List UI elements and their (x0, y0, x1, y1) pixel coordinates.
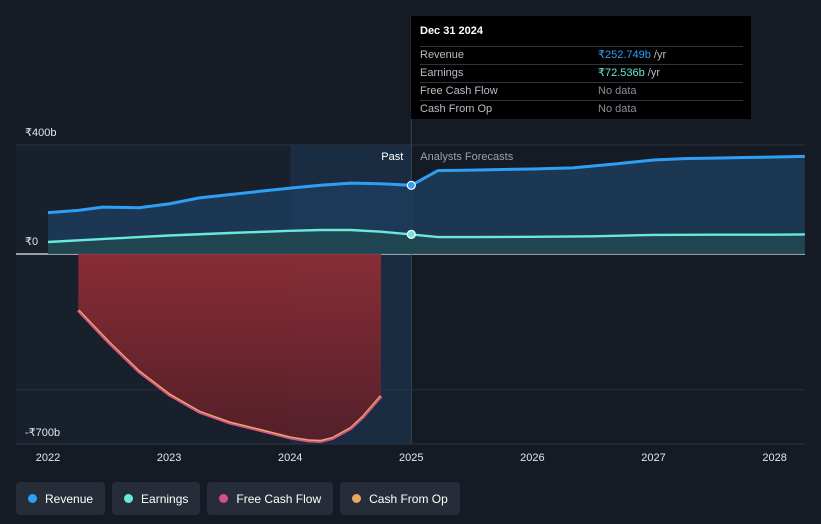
legend-label: Revenue (45, 491, 94, 506)
tooltip: Dec 31 2024 Revenue ₹252.749b /yr Earnin… (411, 16, 751, 119)
y-tick-label: ₹400b (25, 127, 56, 139)
tooltip-label: Cash From Op (420, 103, 493, 115)
free-cash-flow-line (77, 310, 382, 443)
legend-item-revenue[interactable]: Revenue (16, 482, 106, 515)
tooltip-row-earnings: Earnings ₹72.536b /yr (420, 64, 743, 82)
revenue-area (48, 156, 805, 254)
x-tick-label: 2025 (399, 452, 423, 464)
legend: Revenue Earnings Free Cash Flow Cash Fro… (16, 482, 460, 515)
forecast-label: Analysts Forecasts (420, 151, 513, 163)
tooltip-label: Earnings (420, 67, 464, 79)
x-tick-label: 2024 (278, 452, 302, 464)
legend-dot-icon (28, 494, 37, 503)
tooltip-value: ₹72.536b (598, 67, 645, 79)
free-cash-flow-area (78, 254, 382, 443)
y-tick-label: ₹0 (25, 236, 38, 248)
legend-label: Earnings (141, 491, 189, 506)
tooltip-row-cash-from-op: Cash From Op No data (420, 100, 743, 118)
legend-dot-icon (219, 494, 229, 503)
tooltip-unit: /yr (653, 49, 667, 61)
tooltip-row-revenue: Revenue ₹252.749b /yr (420, 46, 743, 64)
past-label: Past (381, 151, 403, 163)
tooltip-value: No data (598, 103, 637, 115)
tooltip-label: Free Cash Flow (420, 85, 498, 97)
tooltip-row-free-cash-flow: Free Cash Flow No data (420, 82, 743, 100)
x-tick-label: 2027 (641, 452, 665, 464)
legend-label: Cash From Op (369, 491, 448, 506)
legend-label: Free Cash Flow (236, 491, 322, 506)
tooltip-value: ₹252.749b (598, 49, 651, 61)
x-tick-label: 2022 (36, 452, 60, 464)
legend-dot-icon (124, 494, 134, 503)
revenue-marker (406, 180, 416, 190)
tooltip-unit: /yr (647, 67, 660, 79)
x-tick-label: 2028 (762, 452, 786, 464)
tooltip-date: Dec 31 2024 (420, 25, 483, 37)
legend-item-cash-from-op[interactable]: Cash From Op (340, 482, 460, 515)
y-tick-label: -₹700b (25, 427, 60, 439)
tooltip-label: Revenue (420, 49, 465, 61)
earnings-marker (406, 229, 416, 239)
legend-item-earnings[interactable]: Earnings (112, 482, 201, 515)
tooltip-value: No data (598, 85, 637, 97)
x-tick-label: 2023 (157, 452, 181, 464)
legend-dot-icon (352, 494, 362, 503)
x-tick-label: 2026 (520, 452, 544, 464)
legend-item-free-cash-flow[interactable]: Free Cash Flow (207, 482, 334, 515)
